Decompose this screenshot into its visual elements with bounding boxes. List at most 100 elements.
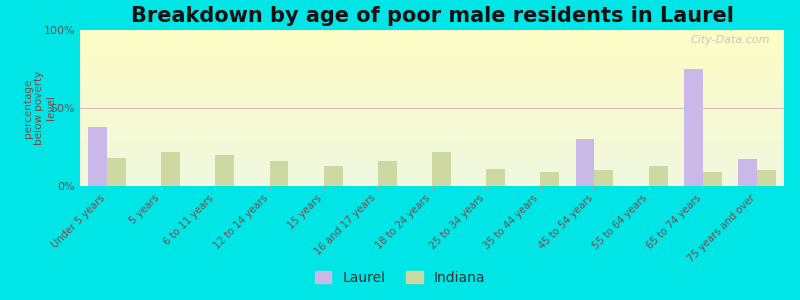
Bar: [80, 99, 784, 100]
Bar: [80, 141, 784, 142]
Bar: [80, 102, 784, 103]
Bar: [80, 158, 784, 160]
Bar: [80, 41, 784, 43]
Bar: [486, 169, 505, 186]
Bar: [80, 49, 784, 50]
Bar: [80, 164, 784, 166]
Bar: [80, 74, 784, 75]
Bar: [80, 113, 784, 114]
Bar: [80, 69, 784, 70]
Bar: [80, 170, 784, 172]
Bar: [80, 63, 784, 64]
Bar: [80, 156, 784, 158]
Bar: [80, 82, 784, 83]
Bar: [80, 148, 784, 150]
Bar: [80, 53, 784, 55]
Bar: [80, 88, 784, 89]
Bar: [80, 56, 784, 58]
Bar: [215, 155, 234, 186]
Bar: [80, 178, 784, 180]
Bar: [107, 158, 126, 186]
Bar: [540, 172, 559, 186]
Bar: [80, 177, 784, 178]
Bar: [80, 114, 784, 116]
Bar: [757, 170, 776, 186]
Bar: [80, 147, 784, 148]
Bar: [80, 80, 784, 82]
Bar: [80, 128, 784, 130]
Bar: [80, 144, 784, 146]
Bar: [80, 134, 784, 136]
Bar: [80, 92, 784, 94]
Bar: [80, 180, 784, 181]
Bar: [80, 152, 784, 153]
Bar: [80, 60, 784, 61]
Bar: [80, 133, 784, 134]
Bar: [80, 52, 784, 53]
Bar: [80, 47, 784, 49]
Text: City-Data.com: City-Data.com: [690, 35, 770, 45]
Bar: [80, 119, 784, 121]
Bar: [80, 167, 784, 169]
Bar: [80, 39, 784, 41]
Bar: [80, 173, 784, 175]
Bar: [80, 72, 784, 74]
Bar: [80, 116, 784, 117]
Bar: [80, 183, 784, 184]
Bar: [432, 152, 451, 186]
Bar: [702, 172, 722, 186]
Bar: [80, 103, 784, 105]
Bar: [80, 83, 784, 85]
Bar: [80, 50, 784, 52]
Bar: [80, 138, 784, 139]
Bar: [80, 169, 784, 170]
Title: Breakdown by age of poor male residents in Laurel: Breakdown by age of poor male residents …: [130, 6, 734, 26]
Bar: [80, 160, 784, 161]
Bar: [80, 106, 784, 108]
Bar: [575, 139, 594, 186]
Bar: [80, 61, 784, 63]
Bar: [80, 33, 784, 35]
Bar: [80, 124, 784, 125]
Bar: [80, 100, 784, 102]
Bar: [80, 172, 784, 173]
Bar: [80, 161, 784, 163]
Bar: [80, 91, 784, 92]
Y-axis label: percentage
below poverty
level: percentage below poverty level: [22, 71, 56, 145]
Bar: [80, 111, 784, 113]
Bar: [80, 155, 784, 156]
Bar: [80, 78, 784, 80]
Bar: [80, 95, 784, 97]
Bar: [80, 105, 784, 106]
Bar: [80, 36, 784, 38]
Bar: [80, 131, 784, 133]
Bar: [80, 110, 784, 111]
Bar: [80, 77, 784, 78]
Bar: [80, 125, 784, 127]
Bar: [80, 136, 784, 138]
Bar: [80, 166, 784, 167]
Bar: [162, 152, 180, 186]
Bar: [80, 139, 784, 141]
Bar: [80, 122, 784, 124]
Bar: [80, 38, 784, 39]
Bar: [80, 175, 784, 177]
Bar: [80, 108, 784, 110]
Bar: [738, 160, 757, 186]
Bar: [80, 127, 784, 128]
Bar: [80, 70, 784, 72]
Bar: [80, 64, 784, 66]
Bar: [80, 32, 784, 33]
Bar: [80, 58, 784, 60]
Bar: [80, 150, 784, 152]
Legend: Laurel, Indiana: Laurel, Indiana: [309, 265, 491, 290]
Bar: [80, 184, 784, 186]
Bar: [80, 68, 784, 69]
Bar: [80, 75, 784, 77]
Bar: [594, 170, 614, 186]
Bar: [80, 89, 784, 91]
Bar: [80, 142, 784, 144]
Bar: [80, 30, 784, 31]
Bar: [80, 97, 784, 99]
Bar: [80, 181, 784, 183]
